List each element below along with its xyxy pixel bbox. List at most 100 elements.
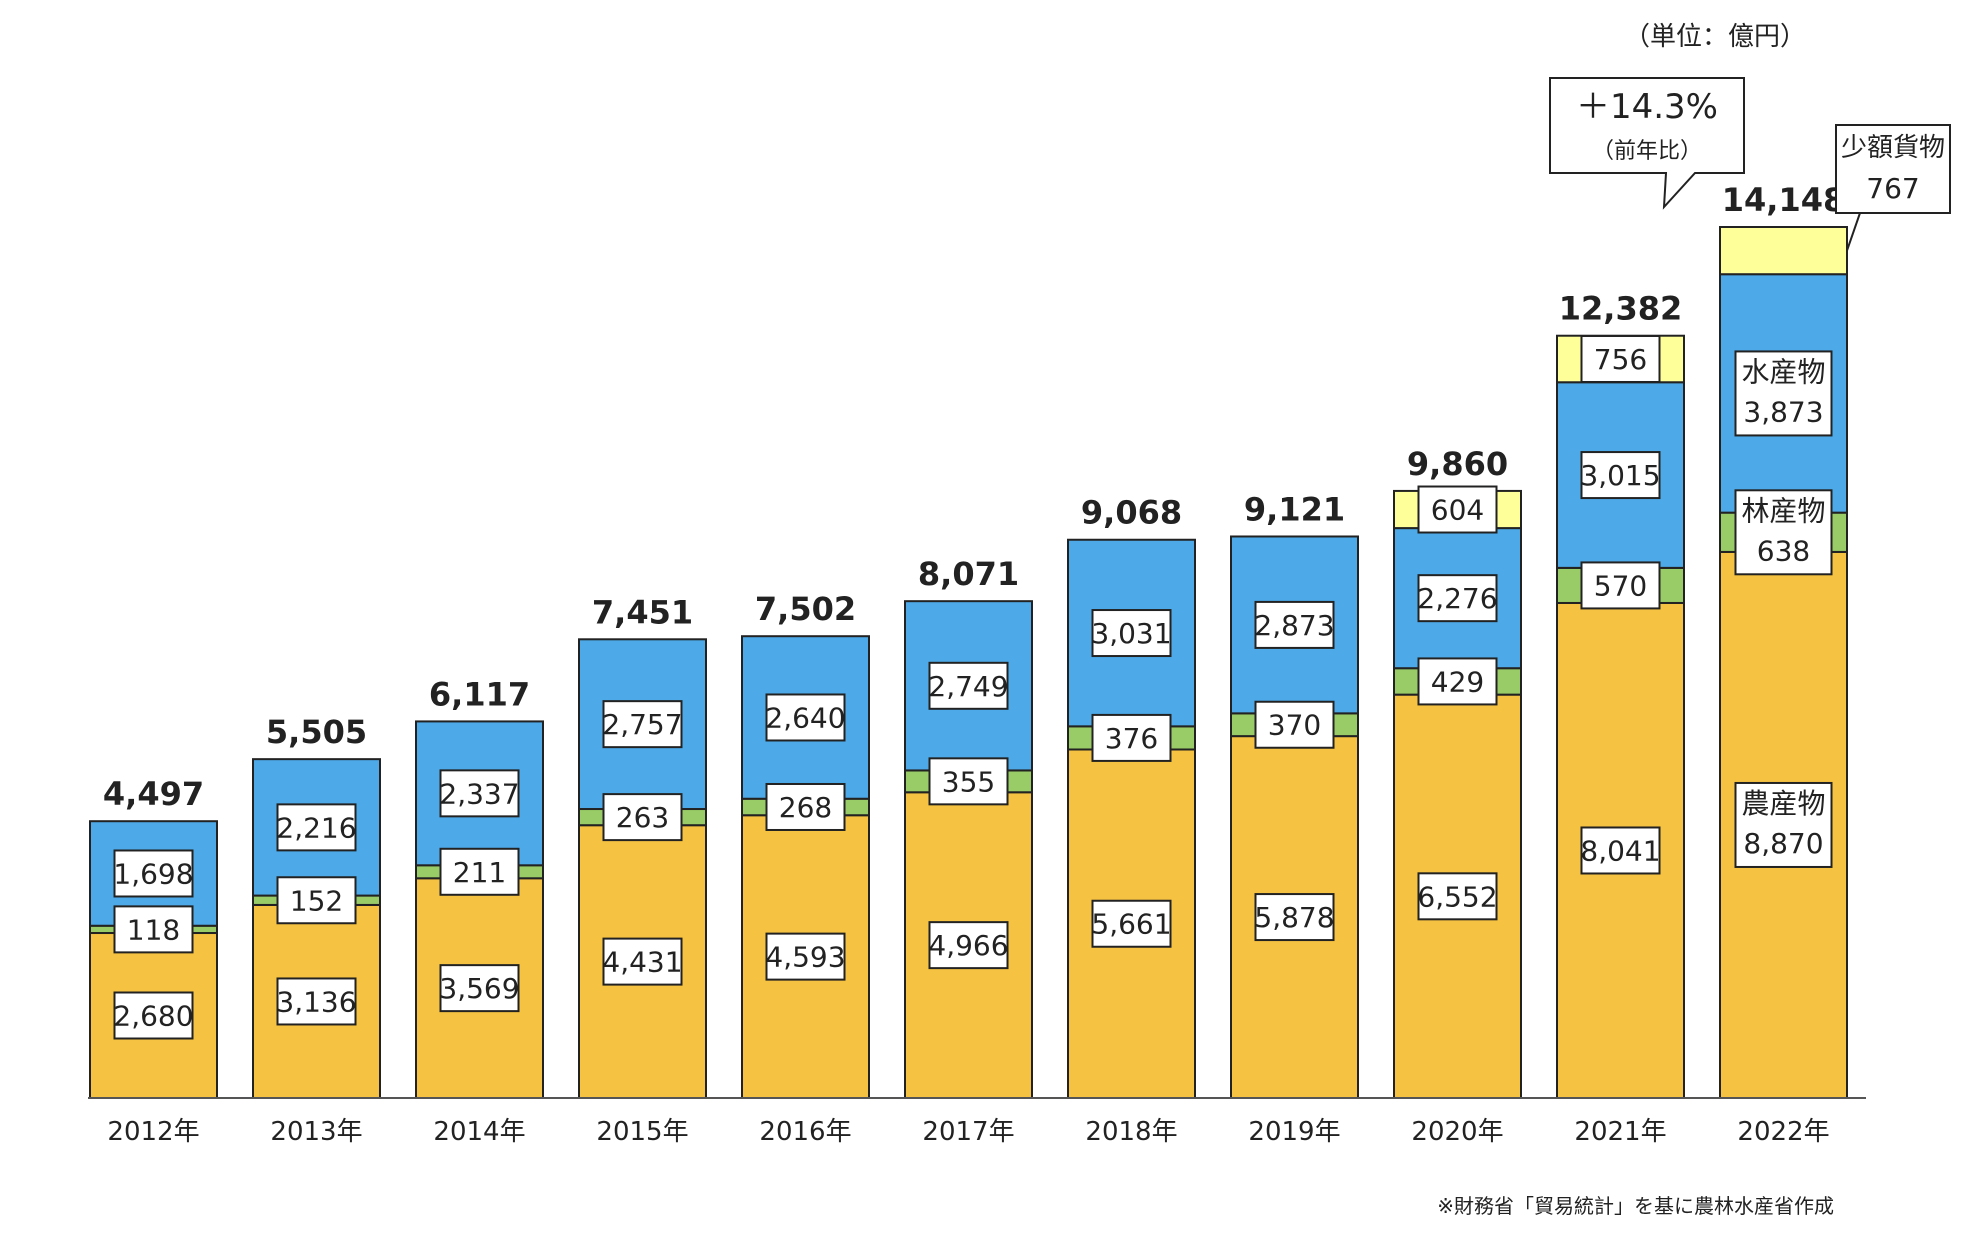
segment-label-box [928, 661, 1009, 710]
segment-label: 4,593 [765, 941, 845, 974]
segment-label: 少額貨物 [1841, 133, 1945, 163]
segment-label-box [1091, 899, 1172, 948]
segment-label-box [276, 803, 357, 852]
yoy-callout: ＋14.3% （前年比） [1549, 77, 1745, 210]
segment-label: 水産物 [1741, 355, 1825, 388]
segment-label: 4,431 [602, 946, 682, 979]
segment-label: 268 [779, 791, 832, 824]
segment-label-box [1580, 826, 1661, 875]
x-tick-label: 2020年 [1411, 1117, 1503, 1147]
segment-label: 2,680 [113, 1000, 193, 1033]
total-label: 9,121 [1244, 490, 1345, 528]
segment-label-box [276, 876, 357, 925]
segment-label-box [1580, 334, 1661, 383]
segment-label-box [439, 769, 520, 818]
segment-label-box [1580, 561, 1661, 610]
segment-label-box [765, 782, 846, 831]
yoy-change-text: ＋14.3% [1576, 87, 1718, 127]
segment-label-box [928, 757, 1009, 806]
total-label: 9,068 [1081, 494, 1182, 532]
segment-label: 5,878 [1254, 901, 1334, 934]
segment-label: 2,337 [439, 777, 519, 810]
segment-label-box [439, 847, 520, 896]
segment-label-box [1734, 350, 1833, 437]
x-tick-label: 2016年 [759, 1117, 851, 1147]
total-label: 14,148 [1722, 181, 1845, 219]
total-label: 12,382 [1559, 290, 1682, 328]
bar-segment [1719, 226, 1848, 276]
total-label: 9,860 [1407, 445, 1508, 483]
segment-label: 211 [453, 856, 506, 889]
segment-label: 756 [1594, 343, 1647, 376]
segment-label-box [765, 932, 846, 981]
segment-label: 152 [290, 884, 343, 917]
segment-label: 2,873 [1254, 609, 1334, 642]
total-label: 5,505 [266, 713, 367, 751]
segment-label: 355 [942, 765, 995, 798]
segment-label: 林産物 [1741, 494, 1825, 527]
segment-label-box [1254, 893, 1335, 942]
segment-label: 6,552 [1417, 880, 1497, 913]
segment-label: 570 [1594, 569, 1647, 602]
segment-label-box [1580, 451, 1661, 500]
segment-label: 767 [1866, 172, 1919, 205]
segment-label-box [602, 793, 683, 842]
unit-label: （単位：億円） [1623, 22, 1806, 52]
segment-label: 5,661 [1091, 908, 1171, 941]
segment-label: 604 [1431, 494, 1484, 527]
segment-label: 1,698 [113, 857, 193, 890]
segment-label-box [1417, 485, 1498, 534]
segment-label: 3,873 [1743, 395, 1823, 428]
segment-label-box [113, 991, 194, 1040]
x-tick-label: 2018年 [1085, 1117, 1177, 1147]
segment-label: 429 [1431, 665, 1484, 698]
segment-label: 2,749 [928, 670, 1008, 703]
segment-label: 3,569 [439, 972, 519, 1005]
segment-label: 2,216 [276, 811, 356, 844]
x-tick-label: 2022年 [1737, 1117, 1829, 1147]
segment-label: 8,870 [1743, 827, 1823, 860]
segment-label-box [113, 849, 194, 898]
total-label: 4,497 [103, 775, 204, 813]
segment-label-box [928, 921, 1009, 970]
segment-label-box [1091, 713, 1172, 762]
segment-label: 3,015 [1580, 459, 1660, 492]
segment-label: 263 [616, 801, 669, 834]
x-tick-label: 2015年 [596, 1117, 688, 1147]
segment-label-box [113, 905, 194, 954]
segment-label: 4,966 [928, 929, 1008, 962]
small-cargo-label-box [1835, 124, 1951, 214]
segment-label-box [1734, 489, 1833, 576]
segment-label: 370 [1268, 709, 1321, 742]
x-tick-label: 2021年 [1574, 1117, 1666, 1147]
segment-label: 農産物 [1741, 787, 1825, 820]
x-tick-label: 2014年 [433, 1117, 525, 1147]
segment-label-box [1417, 657, 1498, 706]
segment-label-box [602, 937, 683, 986]
total-label: 8,071 [918, 555, 1019, 593]
segment-label-box [765, 693, 846, 742]
segment-label: 3,136 [276, 985, 356, 1018]
segment-label-box [602, 700, 683, 749]
segment-label-box [276, 977, 357, 1026]
x-tick-label: 2019年 [1248, 1117, 1340, 1147]
value-labels-layer: 4,497 2,680 118 1,698 5,505 3,136 152 2,216 6,11… [103, 124, 1951, 1040]
segment-label: 118 [127, 913, 180, 946]
total-label: 6,117 [429, 675, 530, 713]
segment-label-box [1417, 574, 1498, 623]
x-tick-label: 2017年 [922, 1117, 1014, 1147]
total-label: 7,451 [592, 593, 693, 631]
segment-label: 376 [1105, 722, 1158, 755]
total-label: 7,502 [755, 590, 856, 628]
segment-label-box [1091, 609, 1172, 658]
x-tick-labels: 2012年 2013年 2014年 2015年 2016年 2017年 2018年 2019年… [107, 1117, 1829, 1147]
segment-label-box [1254, 600, 1335, 649]
callout-leader-line [1846, 212, 1861, 251]
x-tick-label: 2013年 [270, 1117, 362, 1147]
x-tick-label: 2012年 [107, 1117, 199, 1147]
yoy-basis-text: （前年比） [1592, 139, 1702, 164]
segment-label: 3,031 [1091, 617, 1171, 650]
segment-label: 2,640 [765, 701, 845, 734]
segment-label: 638 [1757, 534, 1810, 567]
